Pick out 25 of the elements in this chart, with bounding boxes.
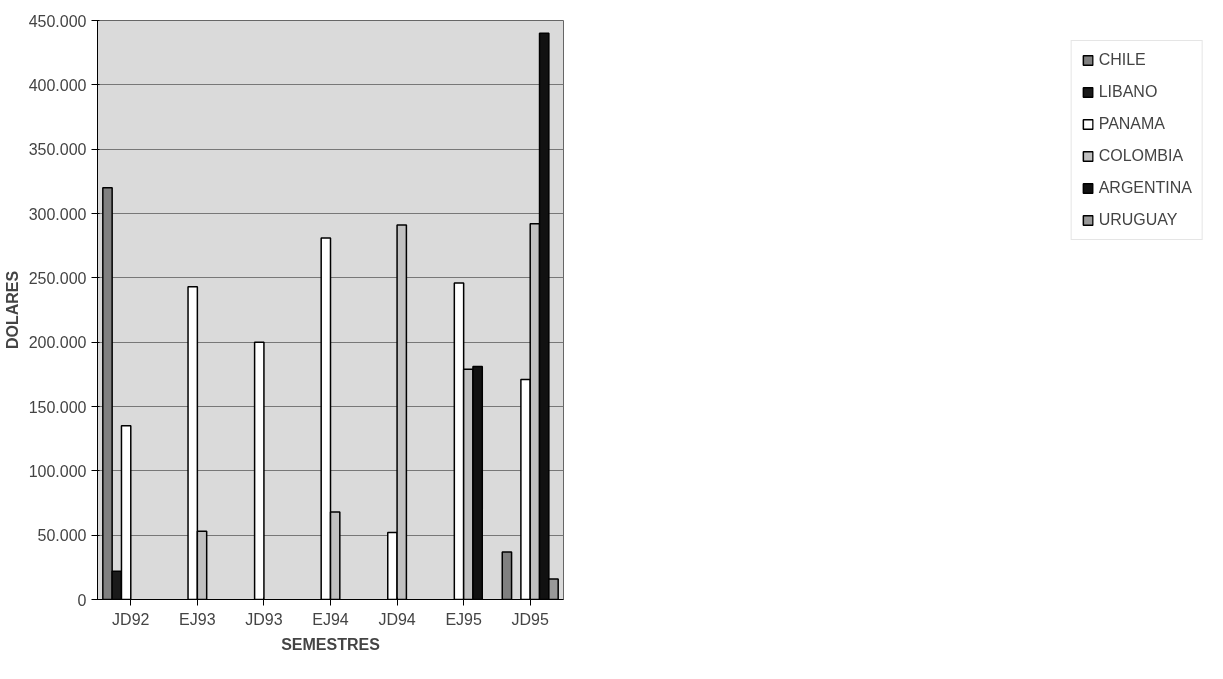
- x-tick-label: EJ94: [312, 610, 349, 628]
- y-tick-label: 50.000: [37, 527, 87, 545]
- legend-label: COLOMBIA: [1098, 147, 1184, 165]
- legend-label: URUGUAY: [1098, 211, 1178, 229]
- x-tick-label: JD94: [378, 610, 416, 628]
- legend-label: CHILE: [1098, 51, 1146, 69]
- legend-label: ARGENTINA: [1098, 179, 1192, 197]
- y-tick-label: 150.000: [28, 398, 87, 416]
- x-tick-label: JD95: [511, 610, 549, 628]
- x-tick-label: JD93: [245, 610, 283, 628]
- x-tick-label: JD92: [112, 610, 150, 628]
- y-tick-label: 100.000: [28, 462, 87, 480]
- legend-label: LIBANO: [1098, 83, 1158, 101]
- y-tick-label: 0: [77, 591, 87, 609]
- y-tick-label: 400.000: [28, 76, 87, 94]
- y-tick-label: 200.000: [28, 334, 87, 352]
- y-tick-label: 350.000: [28, 141, 87, 159]
- y-tick-label: 300.000: [28, 205, 87, 223]
- y-tick-label: 450.000: [28, 12, 87, 30]
- legend-label: PANAMA: [1098, 115, 1166, 133]
- y-axis-title: DOLARES: [3, 270, 21, 350]
- y-tick-label: 250.000: [28, 269, 87, 287]
- x-tick-label: EJ93: [179, 610, 216, 628]
- x-axis-title: SEMESTRES: [281, 635, 381, 653]
- x-tick-label: EJ95: [445, 610, 482, 628]
